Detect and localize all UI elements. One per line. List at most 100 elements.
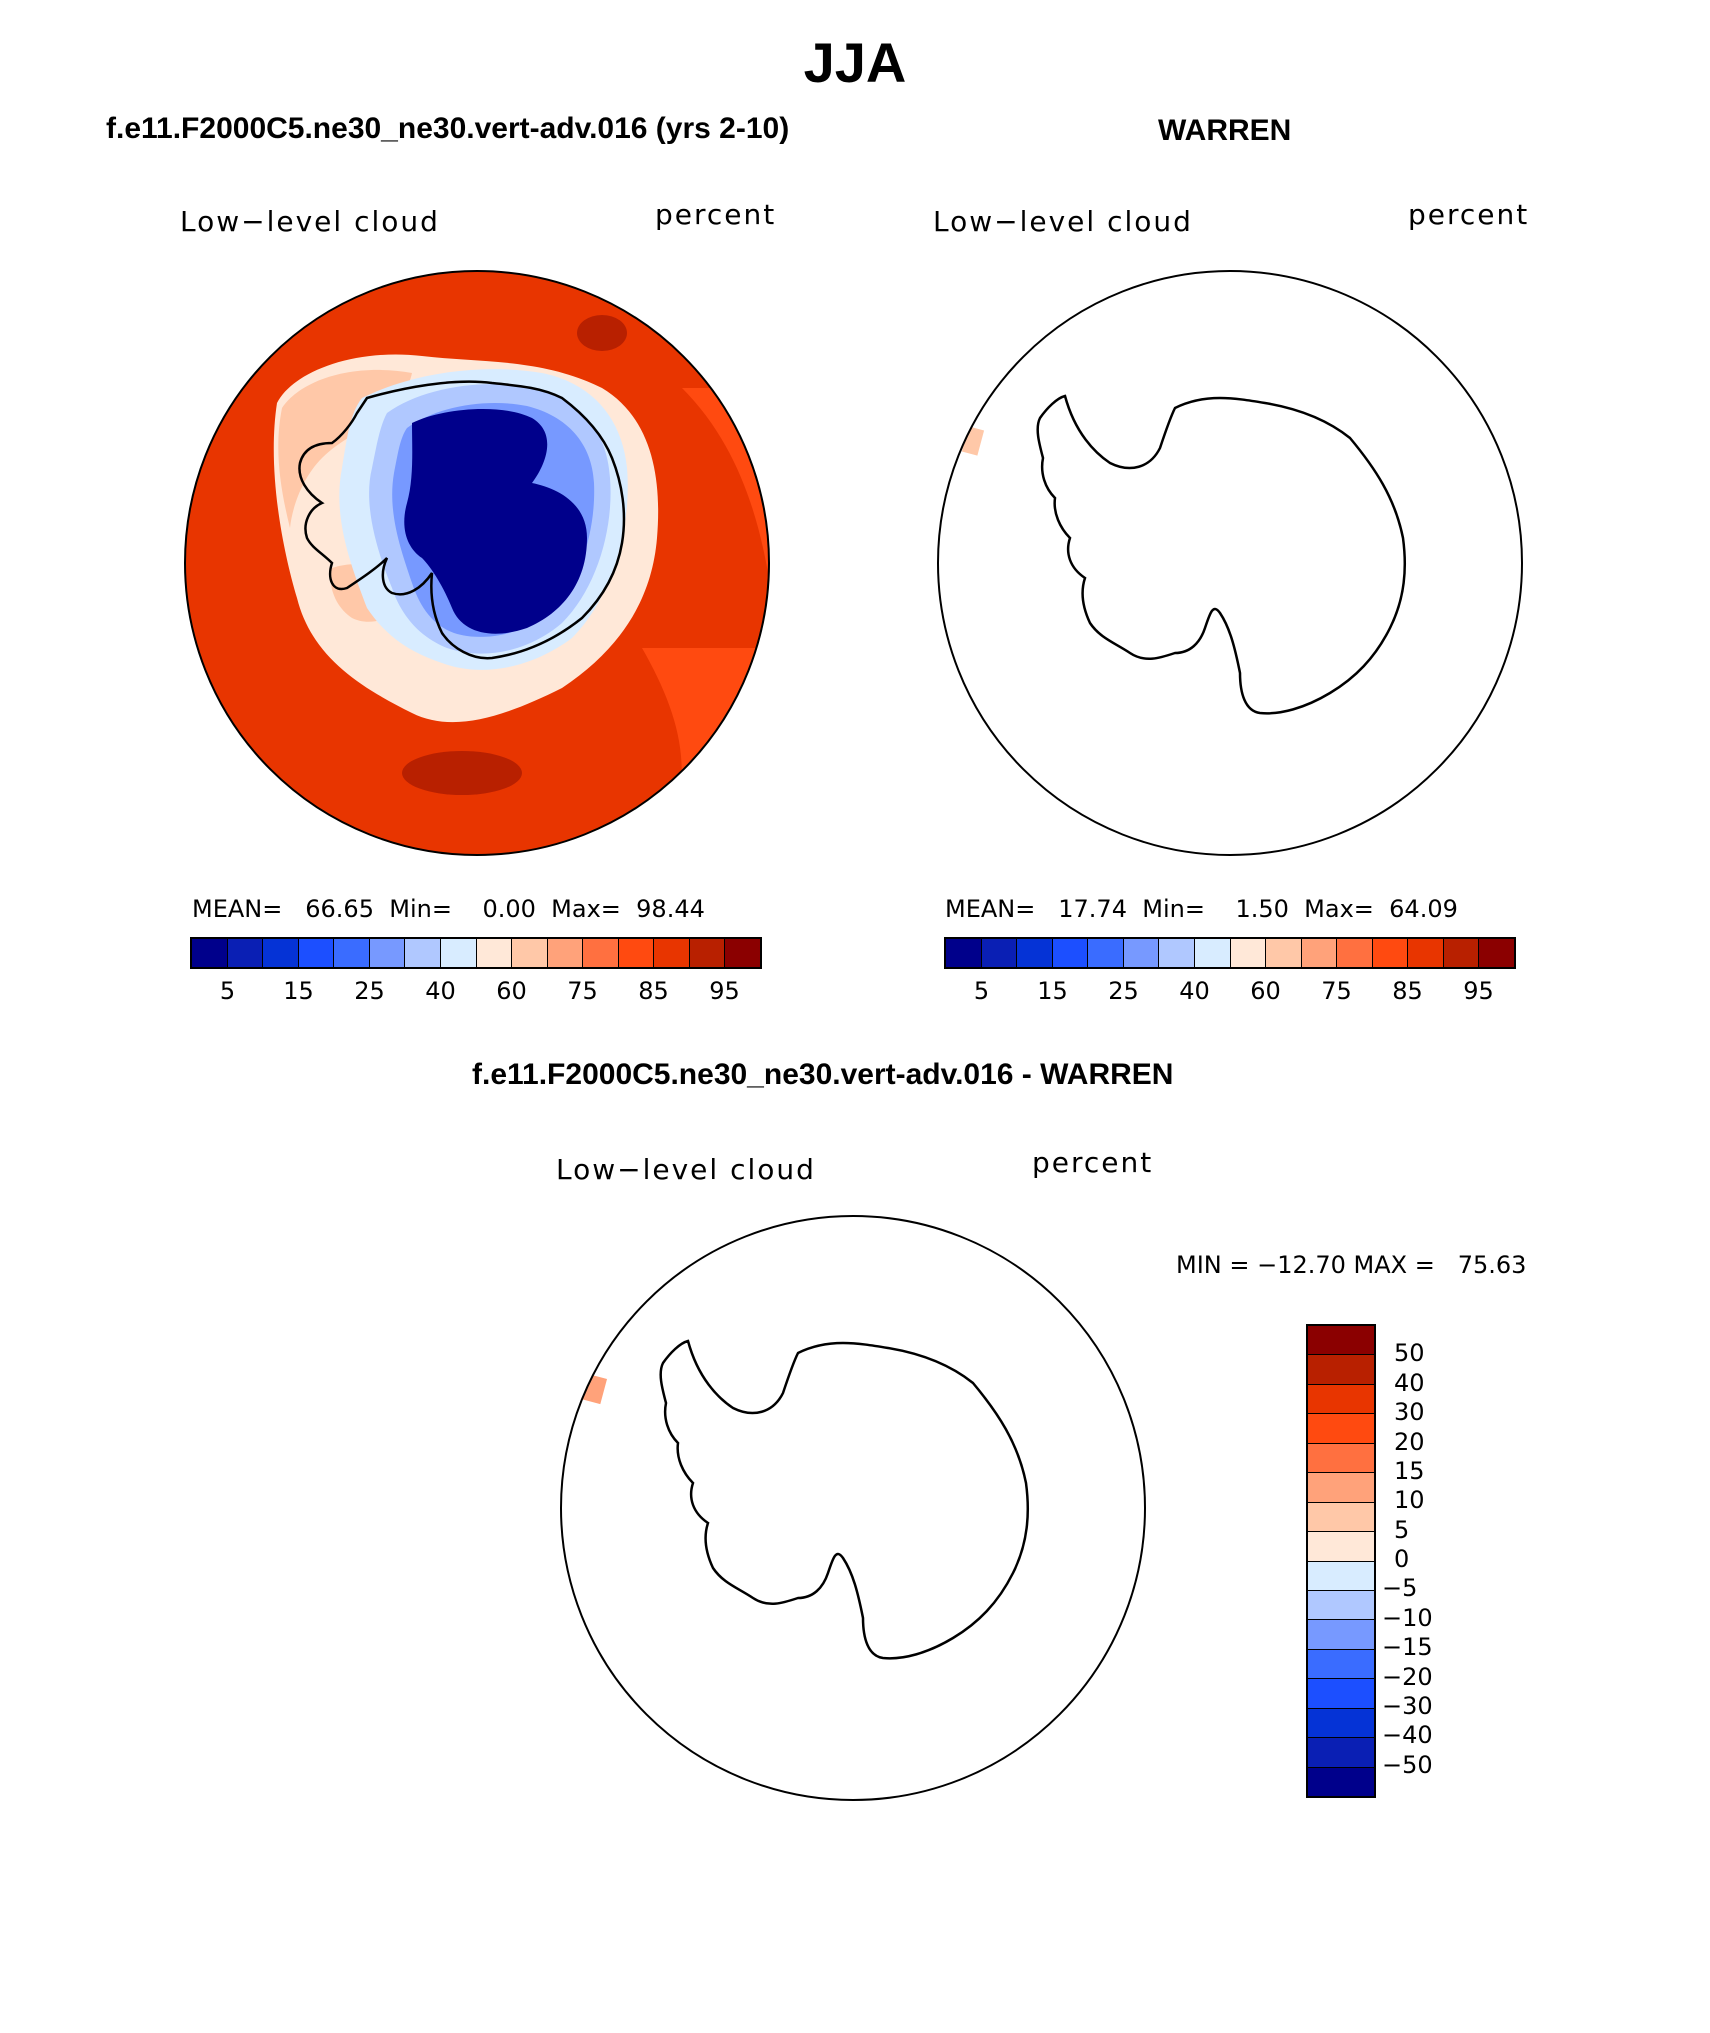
colorbar-swatch [1308, 1532, 1374, 1562]
diff-colorbar-labels: 50 40 30 20 15 10 5 0 −5 −10 −15 −20 −30 −40 −50 [1382, 1324, 1462, 1794]
colorbar-swatch [1308, 1620, 1374, 1650]
antarctica-coastline [298, 380, 626, 660]
panel1-variable-label: Low−level cloud [180, 205, 440, 238]
colorbar-swatch [654, 939, 690, 967]
antarctica-coastline [1036, 394, 1407, 715]
map-boundary [184, 270, 770, 856]
colorbar-swatch [1123, 939, 1160, 967]
colorbar-tick-label: 25 [1108, 977, 1139, 1005]
colorbar-swatch [1194, 939, 1231, 967]
colorbar-swatch [1301, 939, 1338, 967]
colorbar-swatch [1479, 939, 1514, 967]
colorbar-tick-label: −15 [1382, 1633, 1433, 1662]
colorbar-tick-label: 60 [496, 977, 527, 1005]
colorbar-swatch [1052, 939, 1089, 967]
colorbar-tick-label: 0 [1394, 1545, 1410, 1573]
colorbar-tick-label: −40 [1382, 1721, 1433, 1750]
max-value: 98.44 [636, 895, 705, 923]
colorbar-tick-label: −20 [1382, 1662, 1433, 1691]
panel1-units-label: percent [655, 198, 777, 231]
panel2-map [937, 270, 1523, 856]
colorbar-tick-label: 60 [1250, 977, 1281, 1005]
colorbar-swatch [1308, 1326, 1374, 1356]
map-boundary [937, 270, 1523, 856]
ocean-dark-region [402, 751, 522, 795]
colorbar-swatch [369, 939, 406, 967]
min-label: Min= [1142, 895, 1205, 923]
ocean-field [561, 1216, 1145, 1800]
panel3-units-label: percent [1032, 1146, 1154, 1179]
mean-label: MEAN= [945, 895, 1036, 923]
colorbar-swatch [1308, 1473, 1374, 1503]
colorbar-swatch [405, 939, 441, 967]
panel1-case-title: f.e11.F2000C5.ne30_ne30.vert-adv.016 (yr… [106, 112, 790, 145]
colorbar-tick-label: 5 [219, 977, 236, 1005]
panel3-minmax: MIN = −12.70 MAX = 75.63 [1176, 1251, 1527, 1279]
colorbar-swatch [227, 939, 264, 967]
colorbar-swatch [1017, 939, 1053, 967]
colorbar-tick-label: 15 [1394, 1456, 1425, 1485]
panel2-units-label: percent [1408, 198, 1530, 231]
colorbar-tick-label: 10 [1394, 1486, 1425, 1515]
panel2-colorbar [944, 937, 1516, 969]
colorbar-tick-label: −50 [1382, 1750, 1433, 1779]
antarctica-coastline [659, 1339, 1030, 1660]
panel1-stats: MEAN= 66.65 Min= 0.00 Max= 98.44 [192, 895, 705, 923]
colorbar-swatch [1337, 939, 1373, 967]
colorbar-swatch [547, 939, 584, 967]
panel1-map [184, 270, 770, 856]
colorbar-swatch [1159, 939, 1195, 967]
colorbar-tick-label: 20 [1394, 1427, 1425, 1456]
panel3-variable-label: Low−level cloud [556, 1153, 816, 1186]
ocean-field [938, 271, 1522, 855]
colorbar-swatch [618, 939, 655, 967]
colorbar-tick-label: 5 [973, 977, 990, 1005]
colorbar-tick-label: −10 [1382, 1603, 1433, 1632]
colorbar-swatch [1308, 1679, 1374, 1709]
ocean-dark-region [577, 315, 627, 351]
colorbar-swatch [476, 939, 513, 967]
max-value: 64.09 [1389, 895, 1458, 923]
colorbar-tick-label: 15 [283, 977, 314, 1005]
colorbar-tick-label: 40 [1394, 1368, 1425, 1397]
colorbar-tick-label: 85 [1392, 977, 1423, 1005]
mean-value: 17.74 [1058, 895, 1127, 923]
colorbar-tick-label: 5 [1394, 1515, 1410, 1544]
colorbar-swatch [512, 939, 548, 967]
colorbar-tick-label: 95 [1463, 977, 1494, 1005]
colorbar-swatch [263, 939, 299, 967]
mean-label: MEAN= [192, 895, 283, 923]
map-boundary [560, 1215, 1146, 1801]
diff-colorbar [1306, 1324, 1376, 1798]
colorbar-tick-label: 50 [1394, 1339, 1425, 1368]
colorbar-tick-label: 40 [425, 977, 456, 1005]
colorbar-tick-label: 25 [354, 977, 385, 1005]
mean-value: 66.65 [305, 895, 374, 923]
panel2-colorbar-labels: 5 15 25 40 60 75 85 95 [946, 977, 1514, 1007]
colorbar-swatch [1443, 939, 1480, 967]
colorbar-tick-label: 30 [1394, 1398, 1425, 1427]
colorbar-swatch [1308, 1355, 1374, 1385]
diff-title: f.e11.F2000C5.ne30_ne30.vert-adv.016 - W… [472, 1058, 1174, 1091]
colorbar-swatch [1308, 1384, 1374, 1415]
min-value: 0.00 [482, 895, 536, 923]
colorbar-swatch [1308, 1767, 1374, 1796]
colorbar-swatch [1308, 1443, 1374, 1474]
colorbar-swatch [1088, 939, 1124, 967]
colorbar-tick-label: 95 [709, 977, 740, 1005]
colorbar-swatch [1308, 1590, 1374, 1621]
colorbar-swatch [192, 939, 228, 967]
colorbar-swatch [725, 939, 760, 967]
colorbar-swatch [440, 939, 477, 967]
min-value: 1.50 [1235, 895, 1289, 923]
colorbar-swatch [689, 939, 726, 967]
colorbar-tick-label: 40 [1179, 977, 1210, 1005]
max-label: Max= [1304, 895, 1374, 923]
page-title: JJA [803, 31, 907, 94]
panel2-variable-label: Low−level cloud [933, 205, 1193, 238]
colorbar-swatch [1308, 1502, 1374, 1533]
colorbar-swatch [298, 939, 335, 967]
colorbar-swatch [1308, 1561, 1374, 1591]
max-label: Max= [551, 895, 621, 923]
colorbar-swatch [1308, 1738, 1374, 1768]
